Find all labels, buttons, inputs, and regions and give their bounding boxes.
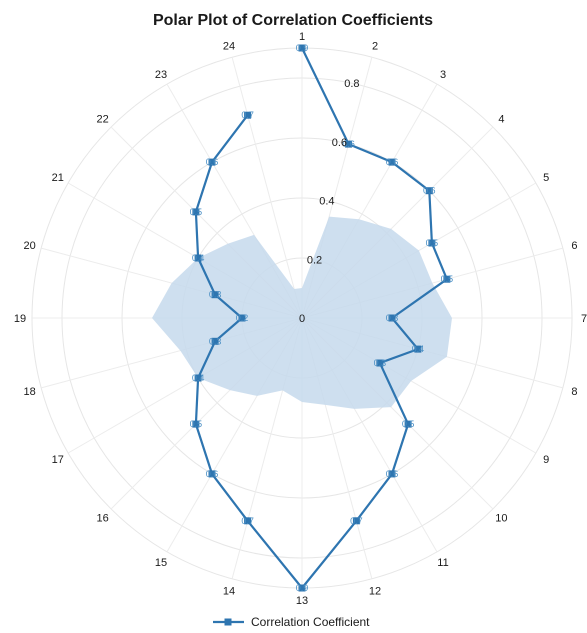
data-point-13 xyxy=(298,584,306,592)
data-label-5: 0.5 xyxy=(426,238,439,248)
angle-label-16: 16 xyxy=(96,512,108,524)
angle-label-19: 19 xyxy=(14,313,26,325)
data-point-11 xyxy=(388,470,396,478)
data-label-15: 0.6 xyxy=(206,469,219,479)
angle-label-17: 17 xyxy=(52,454,64,466)
legend-marker xyxy=(224,618,232,626)
data-point-7 xyxy=(388,314,396,322)
data-point-9 xyxy=(376,359,384,367)
data-label-21: 0.4 xyxy=(192,253,205,263)
data-point-19 xyxy=(238,314,246,322)
data-point-20 xyxy=(211,291,219,299)
angle-label-6: 6 xyxy=(571,240,577,252)
data-label-19: 0.2 xyxy=(236,313,249,323)
radial-tick-0: 0 xyxy=(299,313,305,325)
data-point-23 xyxy=(208,158,216,166)
chart-title: Polar Plot of Correlation Coefficients xyxy=(153,12,433,29)
data-label-9: 0.3 xyxy=(374,358,387,368)
data-label-14: 0.7 xyxy=(241,516,254,526)
radial-tick-3: 0.6 xyxy=(332,137,347,149)
data-point-8 xyxy=(414,345,422,353)
angle-label-14: 14 xyxy=(223,585,235,597)
angle-label-12: 12 xyxy=(369,585,381,597)
angle-label-1: 1 xyxy=(299,31,305,43)
angle-label-15: 15 xyxy=(155,557,167,569)
grid-spoke-24 xyxy=(231,57,303,319)
data-point-3 xyxy=(388,158,396,166)
data-point-5 xyxy=(428,239,436,247)
data-point-24 xyxy=(244,111,252,119)
angle-label-24: 24 xyxy=(223,41,235,53)
data-point-17 xyxy=(194,374,202,382)
data-label-16: 0.5 xyxy=(190,419,203,429)
data-label-13: 0.9 xyxy=(296,583,309,593)
radial-tick-labels: 0 0.2 0.4 0.6 0.8 xyxy=(299,78,360,325)
angle-label-8: 8 xyxy=(571,386,577,398)
data-label-22: 0.5 xyxy=(190,207,203,217)
data-point-21 xyxy=(194,254,202,262)
angle-label-18: 18 xyxy=(23,386,35,398)
angle-label-4: 4 xyxy=(498,114,504,126)
series-correlation-coefficient: 0.90.60.60.60.50.50.30.40.30.50.60.70.90… xyxy=(190,43,454,593)
data-label-7: 0.3 xyxy=(386,313,399,323)
data-label-6: 0.5 xyxy=(441,274,454,284)
data-point-6 xyxy=(443,275,451,283)
angle-label-21: 21 xyxy=(52,172,64,184)
data-label-17: 0.4 xyxy=(192,373,205,383)
data-point-22 xyxy=(192,208,200,216)
radial-tick-4: 0.8 xyxy=(344,78,359,90)
angle-label-10: 10 xyxy=(495,512,507,524)
radial-tick-1: 0.2 xyxy=(307,254,322,266)
angle-label-5: 5 xyxy=(543,172,549,184)
data-label-4: 0.6 xyxy=(423,186,436,196)
angle-label-20: 20 xyxy=(23,240,35,252)
data-point-15 xyxy=(208,470,216,478)
angle-label-7: 7 xyxy=(581,313,587,325)
series-line xyxy=(194,47,448,590)
data-point-2 xyxy=(345,140,353,148)
data-label-1: 0.9 xyxy=(296,43,309,53)
data-label-3: 0.6 xyxy=(386,157,399,167)
angle-label-11: 11 xyxy=(437,557,448,569)
radial-tick-2: 0.4 xyxy=(319,196,334,208)
legend: Correlation Coefficient xyxy=(213,615,370,629)
data-point-12 xyxy=(352,517,360,525)
angle-label-22: 22 xyxy=(96,114,108,126)
data-point-1 xyxy=(298,44,306,52)
data-label-2: 0.6 xyxy=(342,139,355,149)
data-label-20: 0.3 xyxy=(209,290,222,300)
data-label-23: 0.6 xyxy=(206,157,219,167)
data-label-11: 0.6 xyxy=(386,469,399,479)
data-label-12: 0.7 xyxy=(350,516,363,526)
data-point-16 xyxy=(192,420,200,428)
legend-label: Correlation Coefficient xyxy=(251,615,370,629)
data-label-10: 0.5 xyxy=(402,419,415,429)
data-point-18 xyxy=(211,337,219,345)
angle-label-23: 23 xyxy=(155,69,167,81)
angle-label-9: 9 xyxy=(543,454,549,466)
data-label-18: 0.3 xyxy=(209,336,222,346)
data-label-24: 0.7 xyxy=(241,110,254,120)
data-label-8: 0.4 xyxy=(412,344,425,354)
data-point-14 xyxy=(244,517,252,525)
data-point-10 xyxy=(404,420,412,428)
angle-label-13: 13 xyxy=(296,595,308,607)
angle-label-3: 3 xyxy=(440,69,446,81)
angle-label-2: 2 xyxy=(372,41,378,53)
data-point-4 xyxy=(425,187,433,195)
